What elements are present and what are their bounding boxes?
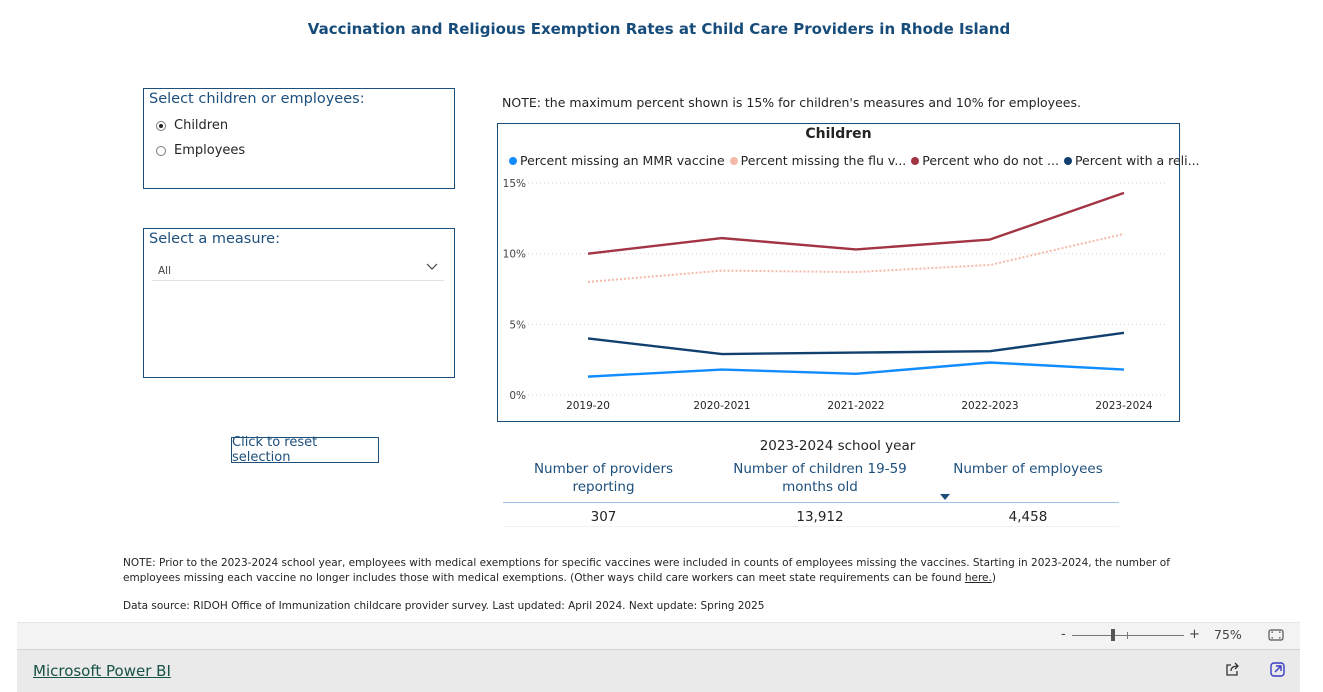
- data-point-s0-4[interactable]: [1121, 367, 1127, 373]
- series-line-2[interactable]: [587, 191, 1125, 255]
- series-line-3[interactable]: [587, 331, 1125, 356]
- legend-dot-icon: [1063, 156, 1072, 165]
- group-slicer-header: Select children or employees:: [149, 91, 365, 107]
- table-title: 2023-2024 school year: [759, 438, 916, 454]
- data-point-s3-0[interactable]: [585, 335, 591, 341]
- data-point-s3-1[interactable]: [719, 351, 725, 357]
- data-point-s0-3[interactable]: [987, 359, 993, 365]
- table-cell-employees: 4,458: [1008, 509, 1048, 525]
- data-point-s0-0[interactable]: [585, 374, 591, 380]
- group-slicer: Select children or employees: Children E…: [143, 88, 455, 189]
- data-point-s1-0[interactable]: [585, 279, 591, 285]
- data-point-s1-2[interactable]: [853, 269, 859, 275]
- zoom-in-button[interactable]: +: [1189, 627, 1200, 642]
- data-point-s2-1[interactable]: [719, 235, 725, 241]
- y-tick-label: 0%: [509, 390, 526, 402]
- measure-dropdown[interactable]: All: [152, 258, 444, 281]
- x-tick-label: 2022-2023: [961, 400, 1018, 412]
- zoom-slider-center-tick: [1127, 632, 1128, 639]
- legend-label: Percent who do not ...: [922, 153, 1059, 168]
- footnote-text: NOTE: Prior to the 2023-2024 school year…: [123, 557, 1170, 584]
- legend-dot-icon: [729, 156, 738, 165]
- option-children[interactable]: Children: [156, 118, 228, 133]
- legend-item-religious[interactable]: Percent with a reli...: [1063, 153, 1200, 168]
- zoom-toolbar: [17, 622, 1300, 650]
- fit-to-page-icon[interactable]: [1268, 629, 1284, 641]
- legend-label: Percent missing an MMR vaccine: [520, 153, 725, 168]
- x-tick-label: 2021-2022: [827, 400, 884, 412]
- data-point-s0-2[interactable]: [853, 371, 859, 377]
- measure-slicer: Select a measure: All: [143, 228, 455, 378]
- data-source: Data source: RIDOH Office of Immunizatio…: [123, 600, 765, 612]
- table-bottom-divider: [503, 526, 1119, 527]
- legend-item-flu[interactable]: Percent missing the flu v...: [729, 153, 907, 168]
- data-point-s2-0[interactable]: [585, 251, 591, 257]
- series-line-0[interactable]: [587, 361, 1125, 378]
- line-chart-panel: Children Percent missing an MMR vaccine …: [497, 123, 1200, 422]
- data-point-s3-2[interactable]: [853, 350, 859, 356]
- data-point-s1-4[interactable]: [1121, 231, 1127, 237]
- zoom-slider-track[interactable]: [1072, 635, 1184, 636]
- footnote-closing: ): [991, 572, 996, 584]
- radio-employees-icon[interactable]: [156, 145, 166, 156]
- chart-plot-area: 15% 10% 5% 0% 2019-20 2020-2021 2021-2022 2022-…: [503, 178, 1168, 412]
- measure-slicer-header: Select a measure:: [149, 231, 280, 247]
- powerbi-footer: [17, 649, 1300, 692]
- legend-dot-icon: [911, 156, 920, 165]
- chart-legend: Percent missing an MMR vaccine Percent m…: [509, 153, 1205, 168]
- footnote: NOTE: Prior to the 2023-2024 school year…: [123, 556, 1183, 586]
- y-tick-label: 5%: [509, 319, 526, 331]
- x-tick-label: 2019-20: [566, 400, 610, 412]
- powerbi-link[interactable]: Microsoft Power BI: [33, 662, 171, 680]
- share-icon[interactable]: [1225, 662, 1241, 677]
- data-point-s2-4[interactable]: [1121, 190, 1127, 196]
- data-point-s1-1[interactable]: [719, 268, 725, 274]
- y-tick-label: 10%: [503, 249, 526, 261]
- x-tick-label: 2020-2021: [693, 400, 750, 412]
- data-point-s2-2[interactable]: [853, 246, 859, 252]
- zoom-level: 75%: [1214, 627, 1242, 642]
- legend-label: Percent missing the flu v...: [740, 153, 907, 168]
- y-tick-label: 15%: [503, 178, 526, 190]
- data-point-s2-3[interactable]: [987, 237, 993, 243]
- legend-dot-icon: [509, 156, 517, 165]
- zoom-slider-handle[interactable]: [1111, 629, 1115, 641]
- option-employees-label: Employees: [174, 143, 246, 158]
- data-point-s3-4[interactable]: [1121, 330, 1127, 336]
- legend-item-mmr[interactable]: Percent missing an MMR vaccine: [509, 153, 725, 168]
- x-tick-label: 2023-2024: [1095, 400, 1153, 412]
- chart-note: NOTE: the maximum percent shown is 15% f…: [502, 95, 1081, 110]
- chevron-down-icon[interactable]: [426, 263, 438, 271]
- legend-label: Percent with a reli...: [1074, 153, 1200, 168]
- series-line-1[interactable]: [587, 232, 1125, 283]
- legend-item-do-not[interactable]: Percent who do not ...: [911, 153, 1059, 168]
- table-cell-providers: 307: [590, 509, 617, 525]
- radio-children-selected-icon[interactable]: [156, 120, 166, 131]
- reset-selection-button[interactable]: Click to reset selection: [231, 435, 379, 465]
- table-header-providers[interactable]: Number of providers reporting: [533, 461, 674, 495]
- option-employees[interactable]: Employees: [156, 143, 245, 158]
- footnote-here-link[interactable]: here.: [964, 572, 992, 584]
- data-point-s0-1[interactable]: [719, 367, 725, 373]
- measure-dropdown-value: All: [158, 265, 172, 277]
- zoom-out-button[interactable]: -: [1061, 627, 1066, 642]
- data-point-s1-3[interactable]: [987, 262, 993, 268]
- open-in-new-window-icon[interactable]: [1270, 662, 1285, 677]
- data-point-s3-3[interactable]: [987, 348, 993, 354]
- report-title: Vaccination and Religious Exemption Rate…: [307, 20, 1011, 38]
- table-header-children[interactable]: Number of children 19-59 months old: [733, 461, 907, 495]
- sort-descending-icon[interactable]: [940, 494, 950, 500]
- option-children-label: Children: [174, 118, 229, 133]
- table-cell-children: 13,912: [796, 509, 844, 525]
- table-header-divider: [503, 502, 1119, 503]
- chart-title: Children: [805, 126, 872, 142]
- table-header-employees[interactable]: Number of employees: [953, 461, 1103, 477]
